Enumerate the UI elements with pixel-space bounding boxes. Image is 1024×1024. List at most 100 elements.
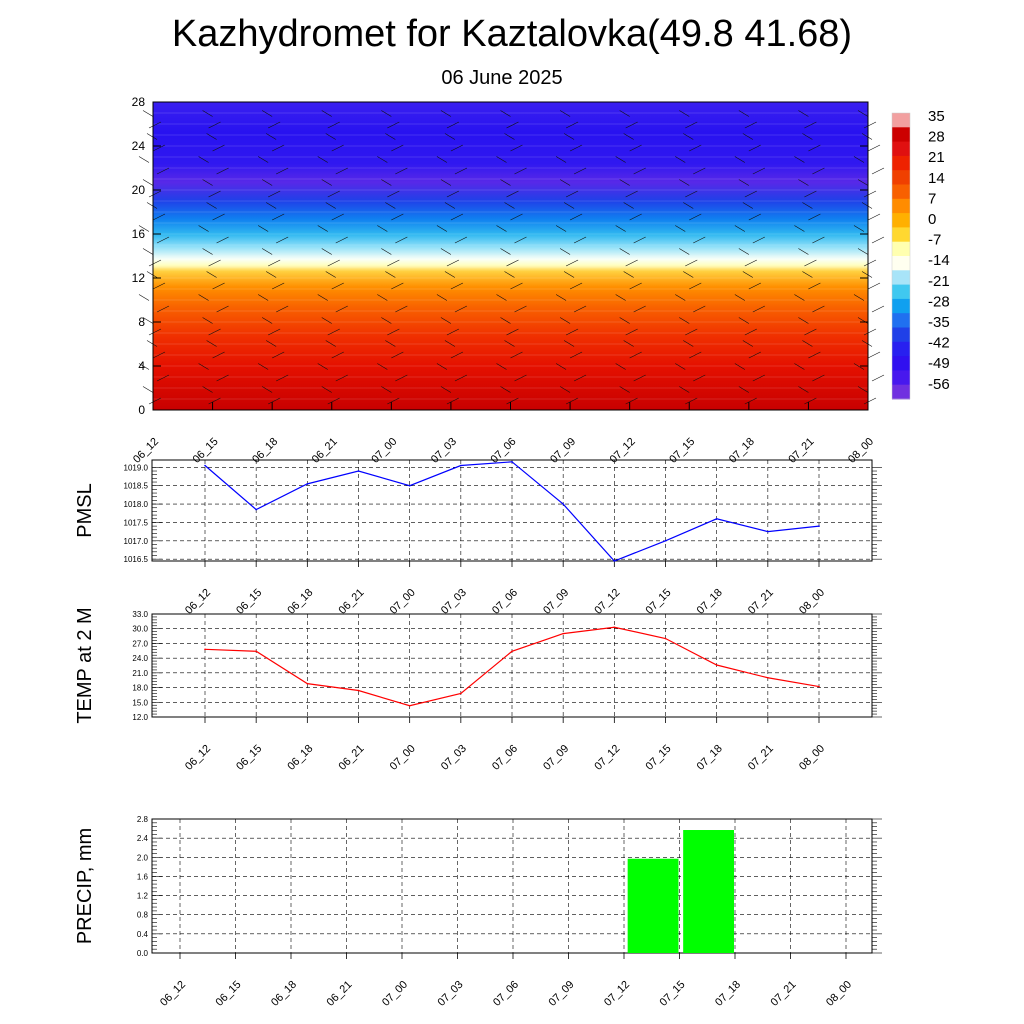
wind-barb [395,236,408,244]
wind-barb [752,167,765,175]
wind-barb [317,225,328,232]
wind-barb [268,328,281,336]
colorbar-swatch [892,341,910,357]
wind-barb [861,133,873,140]
wind-barb [202,179,213,186]
wind-barb [569,282,583,290]
y-tick-label: 30.0 [132,625,148,634]
wind-barb [510,144,523,152]
colorbar-label: 35 [928,108,945,125]
wind-barb [272,144,285,152]
wind-barb [685,328,698,336]
wind-barb [623,133,634,140]
wind-barb [262,386,273,393]
wind-barb [853,225,865,232]
x-tick-label: 07_06 [490,743,520,773]
wind-barb [446,328,460,336]
x-tick-label: 06_21 [325,979,355,1009]
x-tick-label: 06_15 [191,436,221,466]
wind-barb [555,294,567,301]
wind-barb [272,213,285,221]
y-axis-label: PRECIP, mm [74,828,96,944]
wind-barb [148,397,162,405]
wind-barb [148,190,162,198]
wind-barb [377,363,388,370]
wind-barb [146,133,158,140]
pmsl-point [562,503,564,505]
wind-barb [156,305,170,313]
wind-barb [798,317,809,324]
wind-barb [871,374,885,382]
wind-barb [142,110,154,117]
wind-barb [804,328,817,336]
wind-barb [675,225,686,232]
wind-barb [385,340,396,347]
wind-barb [156,236,170,244]
y-tick-label: 1017.5 [124,518,149,527]
y-tick-label: 20 [132,183,146,197]
wind-barb [317,156,328,163]
wind-barb [500,179,511,186]
wind-barb [450,282,464,290]
x-tick-label: 07_06 [489,436,519,466]
wind-barb [748,351,761,359]
wind-barb [744,121,757,129]
wind-barb [500,248,511,255]
wind-barb [444,202,456,209]
wind-barb [619,386,630,393]
wind-barb [500,317,511,324]
x-tick-label: 07_21 [769,979,799,1009]
temp-point [357,689,360,692]
x-tick-label: 06_15 [234,743,264,773]
wind-barb [331,282,344,290]
wind-barb [804,121,817,129]
wind-barb [514,167,527,175]
pmsl-point [255,508,257,511]
wind-barb [208,328,221,336]
wind-barb [867,144,881,152]
wind-barb [385,202,396,209]
colorbar-frame [891,112,911,400]
wind-barb [504,133,515,140]
y-tick-label: 1018.0 [124,500,149,509]
wind-barb [573,374,587,382]
wind-barb [216,305,229,313]
wind-barb [335,374,348,382]
wind-barb [212,351,225,359]
wind-barb [506,259,519,267]
wind-barb [436,225,448,232]
wind-barb [506,397,519,405]
wind-barb [202,386,213,393]
wind-barb [738,248,749,255]
x-tick-label: 07_03 [429,436,459,466]
pmsl-chart: 1016.5 1017.0 1017.5 1018.0 1018.5 1019.0 06_1… [74,459,882,617]
wind-barb [381,248,392,255]
colorbar-swatch [892,313,910,328]
temperature-cross-section: 0 4 8 12 16 20 24 28 06_12 06_15 06_18 06_21 07_00 07… [131,95,885,466]
wind-barb [748,213,761,221]
wind-barb [563,271,575,278]
wind-barb [734,156,745,163]
x-tick-label: 07_03 [439,587,469,617]
temp-point [511,650,513,653]
y-tick-label: 27.0 [132,639,148,648]
y-axis-label: PMSL [74,483,96,537]
wind-barb [804,397,817,405]
wind-barb [268,397,281,405]
colorbar-swatch [892,127,910,143]
wind-barb [569,213,583,221]
wind-barb [738,317,749,324]
colorbar-label: -42 [928,335,950,352]
wind-barb [335,236,348,244]
wind-barb [321,317,332,324]
x-tick-label: 07_15 [644,587,674,617]
wind-barb [615,294,626,301]
y-tick-label: 1016.5 [124,555,149,564]
wind-barb [514,374,527,382]
wind-barb [685,259,698,267]
wind-barb [138,294,150,301]
wind-barb [742,133,753,140]
wind-barb [321,179,332,186]
wind-barb [861,202,873,209]
